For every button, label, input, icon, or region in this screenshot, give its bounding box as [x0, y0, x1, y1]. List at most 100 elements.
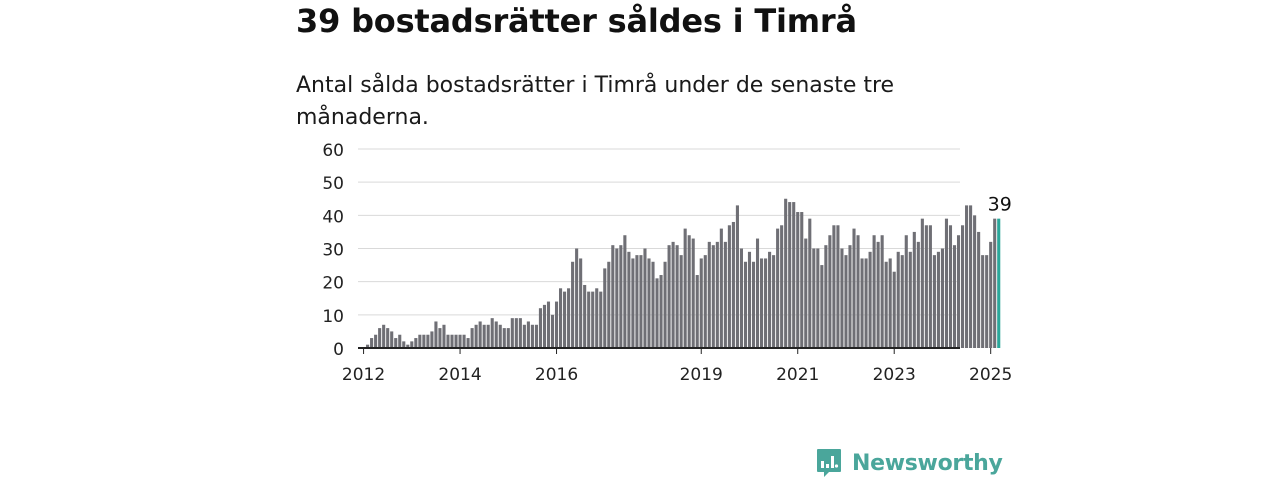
bar [518, 318, 522, 348]
bar [418, 334, 422, 348]
bar [398, 334, 402, 348]
bar [784, 198, 788, 348]
bar [699, 258, 703, 348]
bar [450, 334, 454, 348]
bar [382, 324, 386, 348]
bar [619, 245, 623, 348]
y-axis-ticks: 0 10 20 30 40 50 60 [322, 141, 344, 360]
bar [643, 248, 647, 348]
bar [804, 238, 808, 348]
y-tick-label: 40 [322, 207, 344, 227]
bar [366, 344, 370, 348]
bar [402, 341, 406, 348]
bar [989, 241, 993, 348]
bar [977, 231, 981, 348]
bar [623, 235, 627, 348]
bar [900, 255, 904, 348]
bar [723, 241, 727, 348]
bar [534, 324, 538, 348]
bar [510, 318, 514, 348]
bar [719, 228, 723, 348]
x-tick-label: 2025 [969, 365, 1012, 385]
bar [506, 328, 510, 348]
bar [414, 338, 418, 348]
bar [876, 241, 880, 348]
bar [603, 268, 607, 348]
bar [896, 251, 900, 348]
bar [969, 205, 973, 348]
bar [563, 291, 567, 348]
bar [567, 288, 571, 348]
bar [571, 261, 575, 348]
newsworthy-brand[interactable]: Newsworthy [816, 446, 1003, 480]
bar [856, 235, 860, 348]
y-tick-label: 50 [322, 174, 344, 194]
highlight-bar [997, 218, 1001, 348]
bar [840, 248, 844, 348]
bar [639, 255, 643, 348]
bar [848, 245, 852, 348]
x-tick-label: 2016 [535, 365, 578, 385]
bar [627, 251, 631, 348]
bar [438, 328, 442, 348]
y-tick-label: 30 [322, 241, 344, 261]
y-tick-label: 60 [322, 141, 344, 161]
bar [792, 202, 796, 348]
bar [768, 251, 772, 348]
bar [583, 284, 587, 348]
bar [434, 321, 438, 348]
brand-name: Newsworthy [852, 450, 1003, 476]
bar [780, 225, 784, 348]
bar [985, 255, 989, 348]
bar [631, 258, 635, 348]
bar [655, 278, 659, 348]
bar [940, 248, 944, 348]
bar [394, 338, 398, 348]
bar [579, 258, 583, 348]
bar [868, 251, 872, 348]
bar [430, 331, 434, 348]
bar [747, 251, 752, 348]
y-tick-label: 10 [322, 307, 344, 327]
bar [406, 344, 410, 348]
bar [422, 334, 426, 348]
bar [864, 258, 868, 348]
bars [366, 198, 1001, 348]
bar [852, 228, 856, 348]
y-tick-label: 20 [322, 274, 344, 294]
bar [663, 261, 667, 348]
bar [546, 301, 551, 348]
bar [776, 228, 780, 348]
bar [478, 321, 482, 348]
bar [808, 218, 812, 348]
bar [611, 245, 615, 348]
bar [711, 245, 715, 348]
bar [559, 288, 563, 348]
bar [920, 218, 924, 348]
bar [956, 235, 961, 348]
x-tick-label: 2023 [873, 365, 916, 385]
bar [703, 255, 707, 348]
bar [739, 248, 743, 348]
bar [936, 251, 940, 348]
bar [912, 231, 916, 348]
bar [944, 218, 949, 348]
bar [599, 291, 603, 348]
bar [607, 261, 611, 348]
bar [764, 258, 768, 348]
bar [731, 221, 735, 348]
bar [386, 328, 390, 348]
bar [454, 334, 458, 348]
bar [884, 261, 888, 348]
bar [735, 205, 739, 348]
bar [832, 225, 836, 348]
x-tick-label: 2012 [342, 365, 385, 385]
bar [635, 255, 639, 348]
bar [426, 334, 430, 348]
bar [788, 202, 792, 348]
bar [526, 321, 530, 348]
bar [470, 328, 474, 348]
bar [755, 238, 760, 348]
bar [707, 241, 711, 348]
bar [550, 314, 555, 348]
